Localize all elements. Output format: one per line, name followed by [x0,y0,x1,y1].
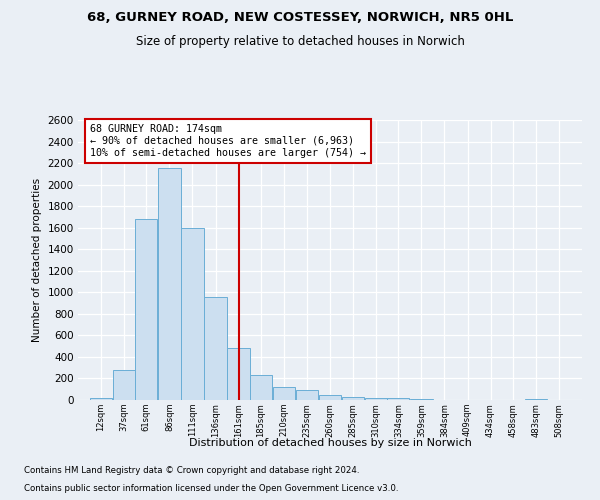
Text: 68, GURNEY ROAD, NEW COSTESSEY, NORWICH, NR5 0HL: 68, GURNEY ROAD, NEW COSTESSEY, NORWICH,… [87,11,513,24]
Bar [135,219,157,400]
Bar [387,398,409,400]
Bar [342,397,364,400]
Bar [319,394,341,400]
Bar [113,370,136,400]
Bar [158,168,181,400]
Bar [272,387,295,400]
Y-axis label: Number of detached properties: Number of detached properties [32,178,42,342]
Text: 68 GURNEY ROAD: 174sqm
← 90% of detached houses are smaller (6,963)
10% of semi-: 68 GURNEY ROAD: 174sqm ← 90% of detached… [90,124,366,158]
Text: Distribution of detached houses by size in Norwich: Distribution of detached houses by size … [188,438,472,448]
Bar [365,398,388,400]
Text: Contains HM Land Registry data © Crown copyright and database right 2024.: Contains HM Land Registry data © Crown c… [24,466,359,475]
Bar [250,375,272,400]
Bar [227,348,250,400]
Bar [205,296,227,400]
Bar [90,398,112,400]
Bar [296,390,318,400]
Text: Size of property relative to detached houses in Norwich: Size of property relative to detached ho… [136,35,464,48]
Text: Contains public sector information licensed under the Open Government Licence v3: Contains public sector information licen… [24,484,398,493]
Bar [181,228,203,400]
